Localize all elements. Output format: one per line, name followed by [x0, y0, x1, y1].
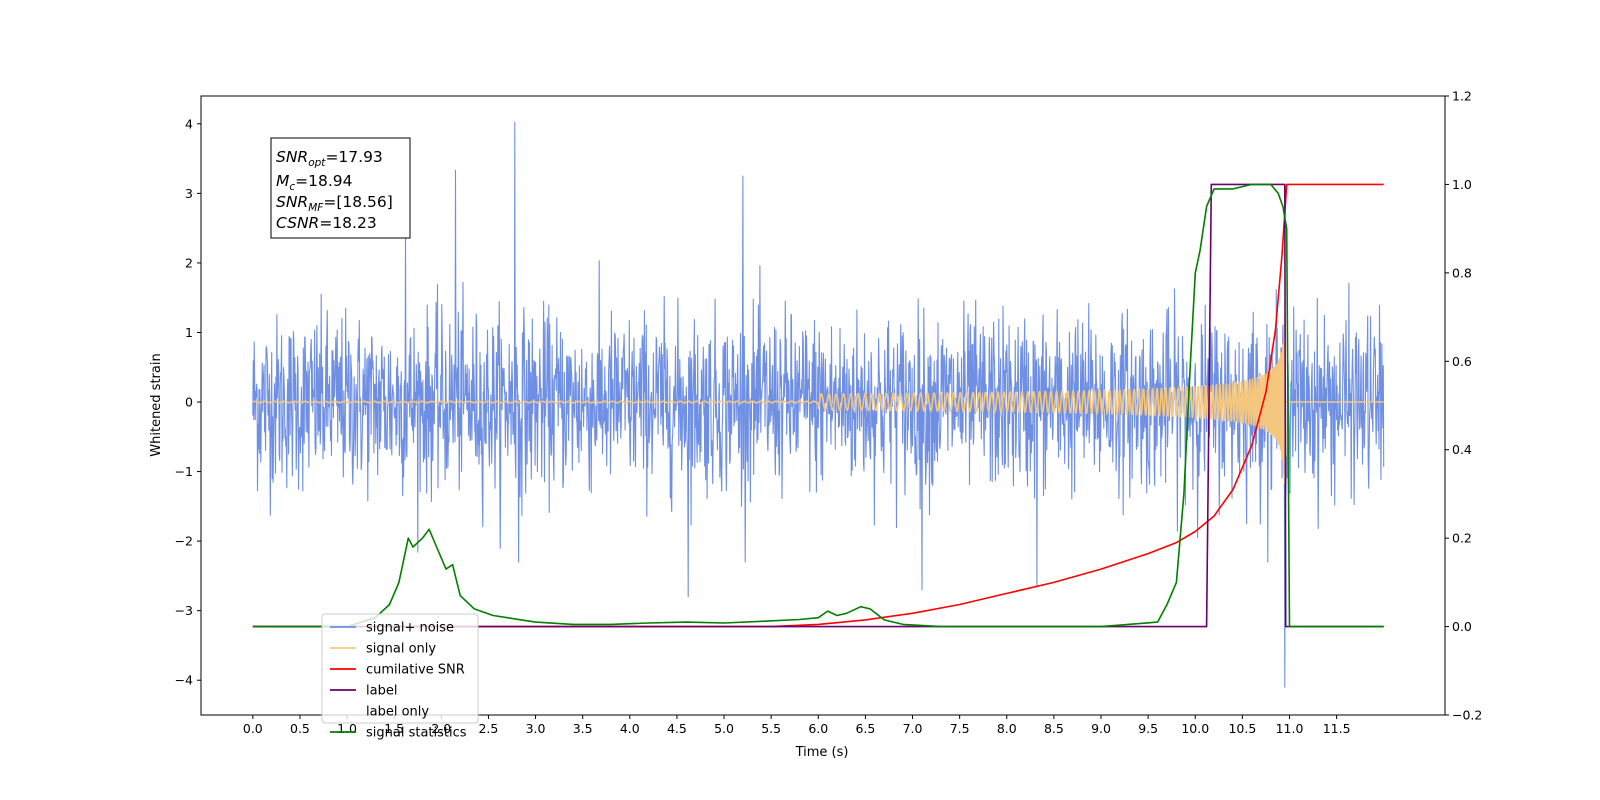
- x-tick-label: 10.5: [1228, 721, 1256, 736]
- y-left-tick-label: 3: [185, 186, 193, 201]
- annotation-snr-opt: SNRopt=17.93: [276, 148, 383, 169]
- annotation-mc: Mc=18.94: [276, 172, 353, 193]
- x-tick-label: 2.5: [478, 721, 498, 736]
- legend: signal+ noise signal only cumilative SNR la…: [321, 613, 479, 741]
- x-tick-label: 9.0: [1091, 721, 1111, 736]
- x-tick-label: 0.5: [290, 721, 310, 736]
- y-left-tick-label: −1: [175, 464, 193, 479]
- y-axis-left: 4 3 2 1 0 −1 −2 −3 −4: [175, 116, 201, 688]
- y-right-tick-label: 0.2: [1452, 531, 1472, 546]
- y-right-tick-label: 0.4: [1452, 442, 1472, 457]
- x-tick-label: 3.5: [573, 721, 593, 736]
- y-right-tick-label: 1.0: [1452, 177, 1472, 192]
- series-signal-statistics: [252, 183, 1384, 628]
- y-left-tick-label: 2: [185, 255, 193, 270]
- x-tick-label: 3.0: [526, 721, 546, 736]
- y-left-tick-label: 1: [185, 325, 193, 340]
- x-tick-label: 7.5: [950, 721, 970, 736]
- x-axis: 0.0 0.5 1.0 1.5 2.0 2.5 3.0 3.5 4.0 4.5 5.0 5.5 6.0 6…: [243, 715, 1351, 736]
- series-signal-noise: [252, 121, 1385, 688]
- x-tick-label: 8.0: [997, 721, 1017, 736]
- y-left-tick-label: 4: [185, 116, 193, 131]
- x-tick-label: 9.5: [1138, 721, 1158, 736]
- x-tick-label: 2.0: [431, 721, 451, 736]
- y-right-tick-label: 0.0: [1452, 619, 1472, 634]
- annotation-csnr: CSNR=18.23: [276, 214, 377, 232]
- legend-signal-only-label: signal only: [366, 642, 436, 657]
- x-tick-label: 10.0: [1181, 721, 1209, 736]
- y-axis-right: 1.2 1.0 0.8 0.6 0.4 0.2 0.0 −0.2: [1445, 89, 1482, 723]
- x-tick-label: 11.0: [1276, 721, 1304, 736]
- x-tick-label: 6.5: [855, 721, 875, 736]
- y-axis-label: Whitened strain: [149, 353, 164, 456]
- annotation-box: SNRopt=17.93 Mc=18.94 SNRMF=[18.56] CSNR…: [270, 137, 411, 239]
- series-layer: [252, 121, 1385, 688]
- y-right-tick-label: 1.2: [1452, 89, 1472, 104]
- x-tick-label: 1.5: [384, 721, 404, 736]
- annotation-snr-mf: SNRMF=[18.56]: [276, 193, 393, 214]
- legend-label-label: label: [366, 684, 397, 699]
- legend-label-only-label: label only: [366, 705, 429, 720]
- x-axis-label: Time (s): [795, 745, 849, 760]
- legend-cumilative-snr-label: cumilative SNR: [366, 663, 465, 678]
- x-tick-label: 8.5: [1044, 721, 1064, 736]
- x-tick-label: 5.0: [714, 721, 734, 736]
- series-signal-only: [252, 314, 1385, 485]
- x-tick-label: 0.0: [243, 721, 263, 736]
- y-right-tick-label: −0.2: [1452, 708, 1482, 723]
- x-tick-label: 11.5: [1323, 721, 1351, 736]
- y-left-tick-label: −3: [175, 603, 193, 618]
- plot-frame: [200, 95, 1446, 716]
- y-left-tick-label: −2: [175, 534, 193, 549]
- series-label: [252, 183, 1384, 628]
- x-tick-label: 7.0: [903, 721, 923, 736]
- x-tick-label: 5.5: [761, 721, 781, 736]
- legend-signal-noise-label: signal+ noise: [366, 621, 454, 636]
- x-tick-label: 6.0: [808, 721, 828, 736]
- y-right-tick-label: 0.6: [1452, 354, 1472, 369]
- y-left-tick-label: 0: [185, 395, 193, 410]
- x-tick-label: 4.0: [620, 721, 640, 736]
- series-cumilative-snr: [252, 183, 1384, 628]
- legend-signal-statistics-label: signal statistics: [366, 726, 467, 741]
- y-left-tick-label: −4: [175, 673, 193, 688]
- x-tick-label: 4.5: [667, 721, 687, 736]
- y-right-tick-label: 0.8: [1452, 265, 1472, 280]
